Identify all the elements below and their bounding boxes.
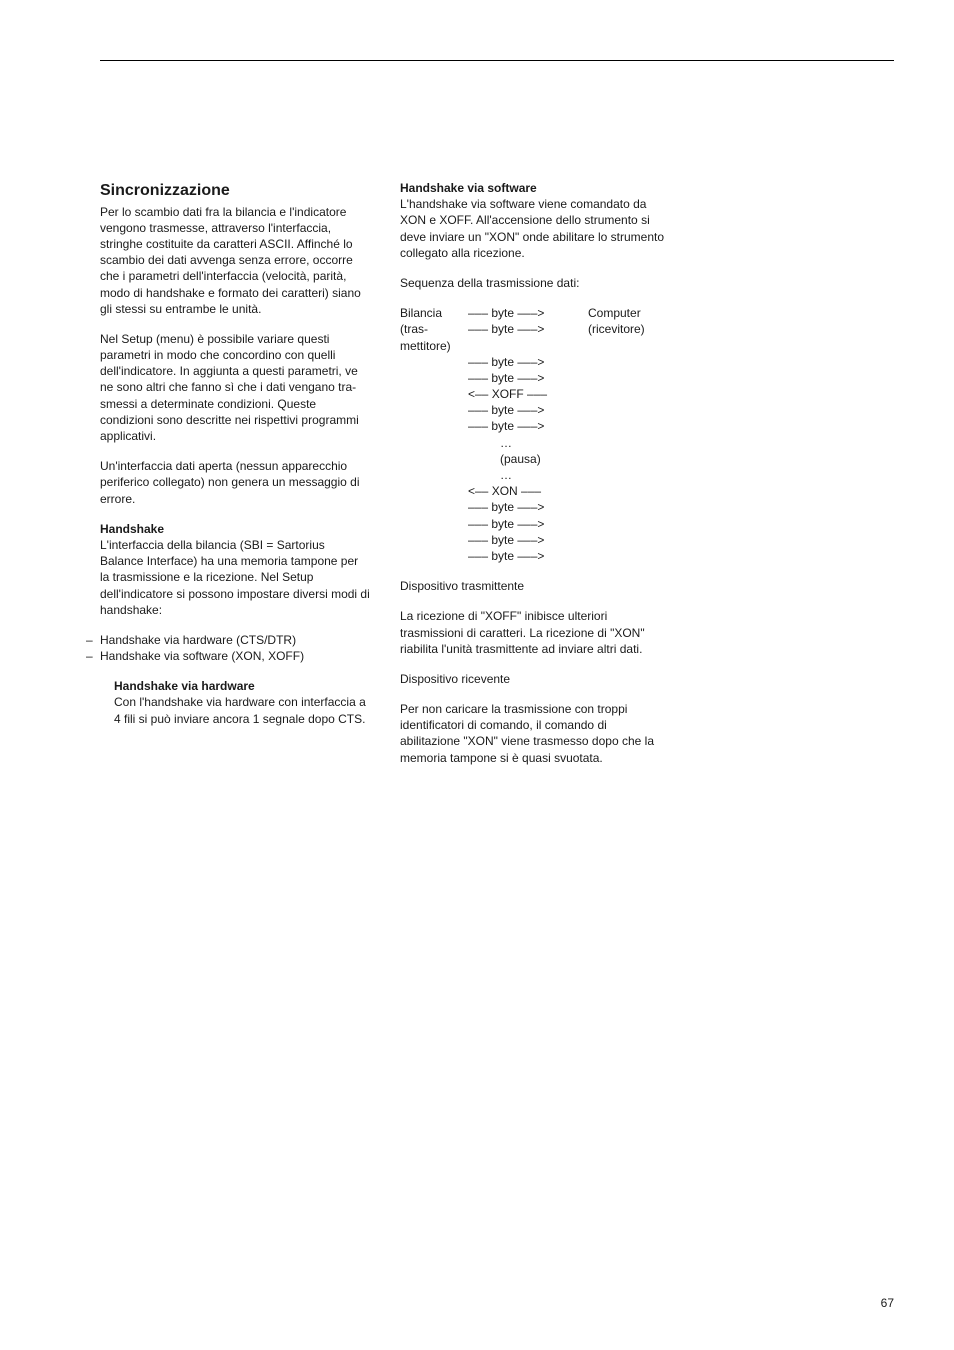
sequence-diagram: Bilancia ––– byte –––> Computer (tras- –… bbox=[400, 305, 668, 564]
seq-arrow: <–– XOFF ––– bbox=[468, 386, 588, 402]
paragraph: Dispositivo trasmittente bbox=[400, 578, 670, 594]
paragraph: L'handshake via software viene coman­dat… bbox=[400, 196, 670, 261]
subheading-handshake: Handshake bbox=[100, 521, 370, 537]
list-item: – Handshake via software (XON, XOFF) bbox=[100, 648, 370, 664]
list-item-text: Handshake via software (XON, XOFF) bbox=[100, 648, 304, 664]
columns: Sincronizzazione Per lo scambio dati fra… bbox=[100, 180, 894, 780]
top-rule bbox=[100, 60, 894, 61]
paragraph: Con l'handshake via hardware con interfa… bbox=[114, 694, 370, 726]
seq-arrow: ––– byte –––> bbox=[468, 402, 588, 418]
seq-arrow: ––– byte –––> bbox=[468, 418, 588, 434]
seq-dots: … bbox=[468, 435, 588, 451]
paragraph: Nel Setup (menu) è possibile variare que… bbox=[100, 331, 370, 444]
seq-dots: … bbox=[468, 467, 588, 483]
list-item: – Handshake via hardware (CTS/DTR) bbox=[100, 632, 370, 648]
seq-arrow: ––– byte –––> bbox=[468, 548, 588, 564]
seq-arrow: ––– byte –––> bbox=[468, 532, 588, 548]
page: Sincronizzazione Per lo scambio dati fra… bbox=[0, 0, 954, 1350]
paragraph: La ricezione di "XOFF" inibisce ulterior… bbox=[400, 608, 670, 657]
seq-left: (tras- bbox=[400, 321, 468, 337]
section-title: Sincronizzazione bbox=[100, 180, 370, 202]
paragraph: Per non caricare la trasmissione con tro… bbox=[400, 701, 670, 766]
paragraph: L'interfaccia della bilancia (SBI = Sart… bbox=[100, 537, 370, 618]
paragraph: Dispositivo ricevente bbox=[400, 671, 670, 687]
page-number: 67 bbox=[881, 1296, 894, 1310]
seq-arrow: ––– byte –––> bbox=[468, 354, 588, 370]
seq-arrow: ––– byte –––> bbox=[468, 321, 588, 337]
seq-right: (ricevitore) bbox=[588, 321, 668, 337]
bullet-dash: – bbox=[86, 632, 100, 648]
paragraph: Sequenza della trasmissione dati: bbox=[400, 275, 670, 291]
list-item-text: Handshake via hardware (CTS/DTR) bbox=[100, 632, 296, 648]
paragraph: Per lo scambio dati fra la bilancia e l'… bbox=[100, 204, 370, 317]
column-1: Sincronizzazione Per lo scambio dati fra… bbox=[100, 180, 370, 780]
subheading-sw-handshake: Handshake via software bbox=[400, 180, 670, 196]
bullet-dash: – bbox=[86, 648, 100, 664]
seq-left: mettitore) bbox=[400, 338, 468, 354]
seq-arrow: ––– byte –––> bbox=[468, 370, 588, 386]
seq-arrow: ––– byte –––> bbox=[468, 499, 588, 515]
seq-arrow: <–– XON ––– bbox=[468, 483, 588, 499]
seq-pause: (pausa) bbox=[468, 451, 588, 467]
seq-right: Computer bbox=[588, 305, 668, 321]
paragraph: Un'interfaccia dati aperta (nessun appa­… bbox=[100, 458, 370, 507]
seq-arrow: ––– byte –––> bbox=[468, 516, 588, 532]
subheading-hw-handshake: Handshake via hardware bbox=[114, 678, 370, 694]
column-2: Handshake via software L'handshake via s… bbox=[400, 180, 670, 780]
seq-arrow: ––– byte –––> bbox=[468, 305, 588, 321]
seq-left: Bilancia bbox=[400, 305, 468, 321]
